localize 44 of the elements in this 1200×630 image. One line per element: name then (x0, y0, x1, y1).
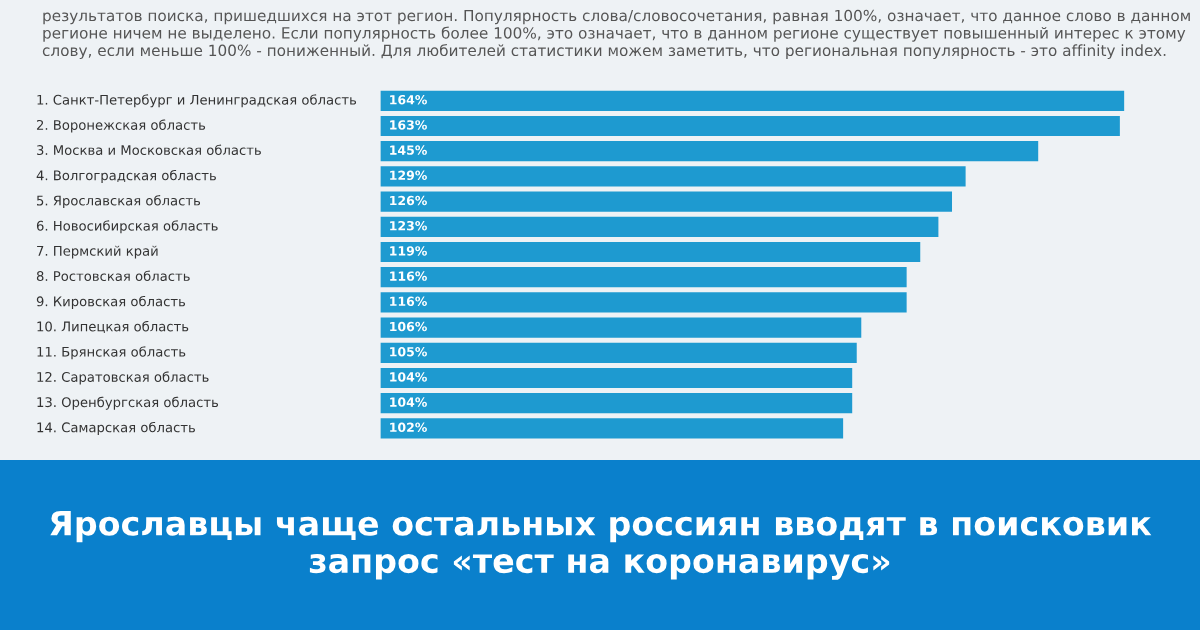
bar (380, 418, 844, 439)
y-tick-label: 3. Москва и Московская область (37, 144, 261, 156)
bar (380, 115, 1120, 137)
bar (380, 267, 907, 288)
y-tick-label: 11. Брянская область (37, 346, 186, 360)
data-label: 119% (390, 246, 427, 256)
data-label: 164% (390, 94, 427, 105)
bar (380, 141, 1039, 162)
y-tick-label: 9. Кировская область (36, 295, 186, 309)
bar (380, 216, 939, 237)
y-tick-label: 6. Новосибирская область (36, 220, 218, 234)
y-tick-label: 1. Санкт-Петербург и Ленинградская область (37, 94, 357, 108)
bar (380, 241, 921, 263)
data-label: 116% (390, 271, 427, 281)
chart-subtitle: результатов поиска, пришедшихся на этот регион. Популярность слова/словосочетания, равная 100%, означает, что данное слово в данном регионе ничем не выделено. Если популярность более 100%, это означает, что в данном регионе существует повышенный интерес к этому слову, если меньше 100% - пониженный. Для любителей статистики можем заметить, что региональная популярность - это affinity index. (42, 9, 1190, 60)
data-label: 102% (390, 422, 427, 433)
text: Ярославцы чаще остальных россиян вводят в поисковик запрос «тест на коронавирус» (50, 511, 1152, 580)
data-label: 123% (390, 220, 427, 231)
y-tick-label: 13. Оренбургская область (37, 396, 219, 410)
data-label: 145% (390, 145, 427, 155)
bar (380, 166, 966, 187)
bar (380, 191, 953, 212)
y-tick-label: 12. Саратовская область (37, 371, 209, 385)
bar (380, 342, 857, 363)
data-label: 129% (390, 170, 427, 181)
bar (380, 367, 853, 389)
bar (380, 90, 1125, 111)
y-tick-label: 7. Пермский край (37, 245, 158, 259)
y-tick-label: 8. Ростовская область (36, 270, 190, 282)
data-label: 104% (390, 372, 427, 382)
data-label: 105% (390, 346, 427, 357)
bar (380, 317, 862, 338)
y-tick-label: 5. Ярославская область (37, 195, 201, 209)
data-label: 163% (390, 120, 427, 130)
y-tick-label: 10. Липецкая область (37, 320, 189, 334)
data-label: 106% (390, 321, 427, 332)
bar (380, 292, 907, 313)
bar (380, 393, 853, 414)
data-label: 104% (390, 397, 427, 407)
y-tick-label: 14. Самарская область (37, 421, 195, 435)
y-tick-label: 2. Воронежская область (36, 119, 206, 133)
y-tick-label: 4. Волгоградская область (36, 169, 216, 183)
data-label: 126% (390, 195, 427, 206)
data-label: 116% (390, 296, 427, 307)
